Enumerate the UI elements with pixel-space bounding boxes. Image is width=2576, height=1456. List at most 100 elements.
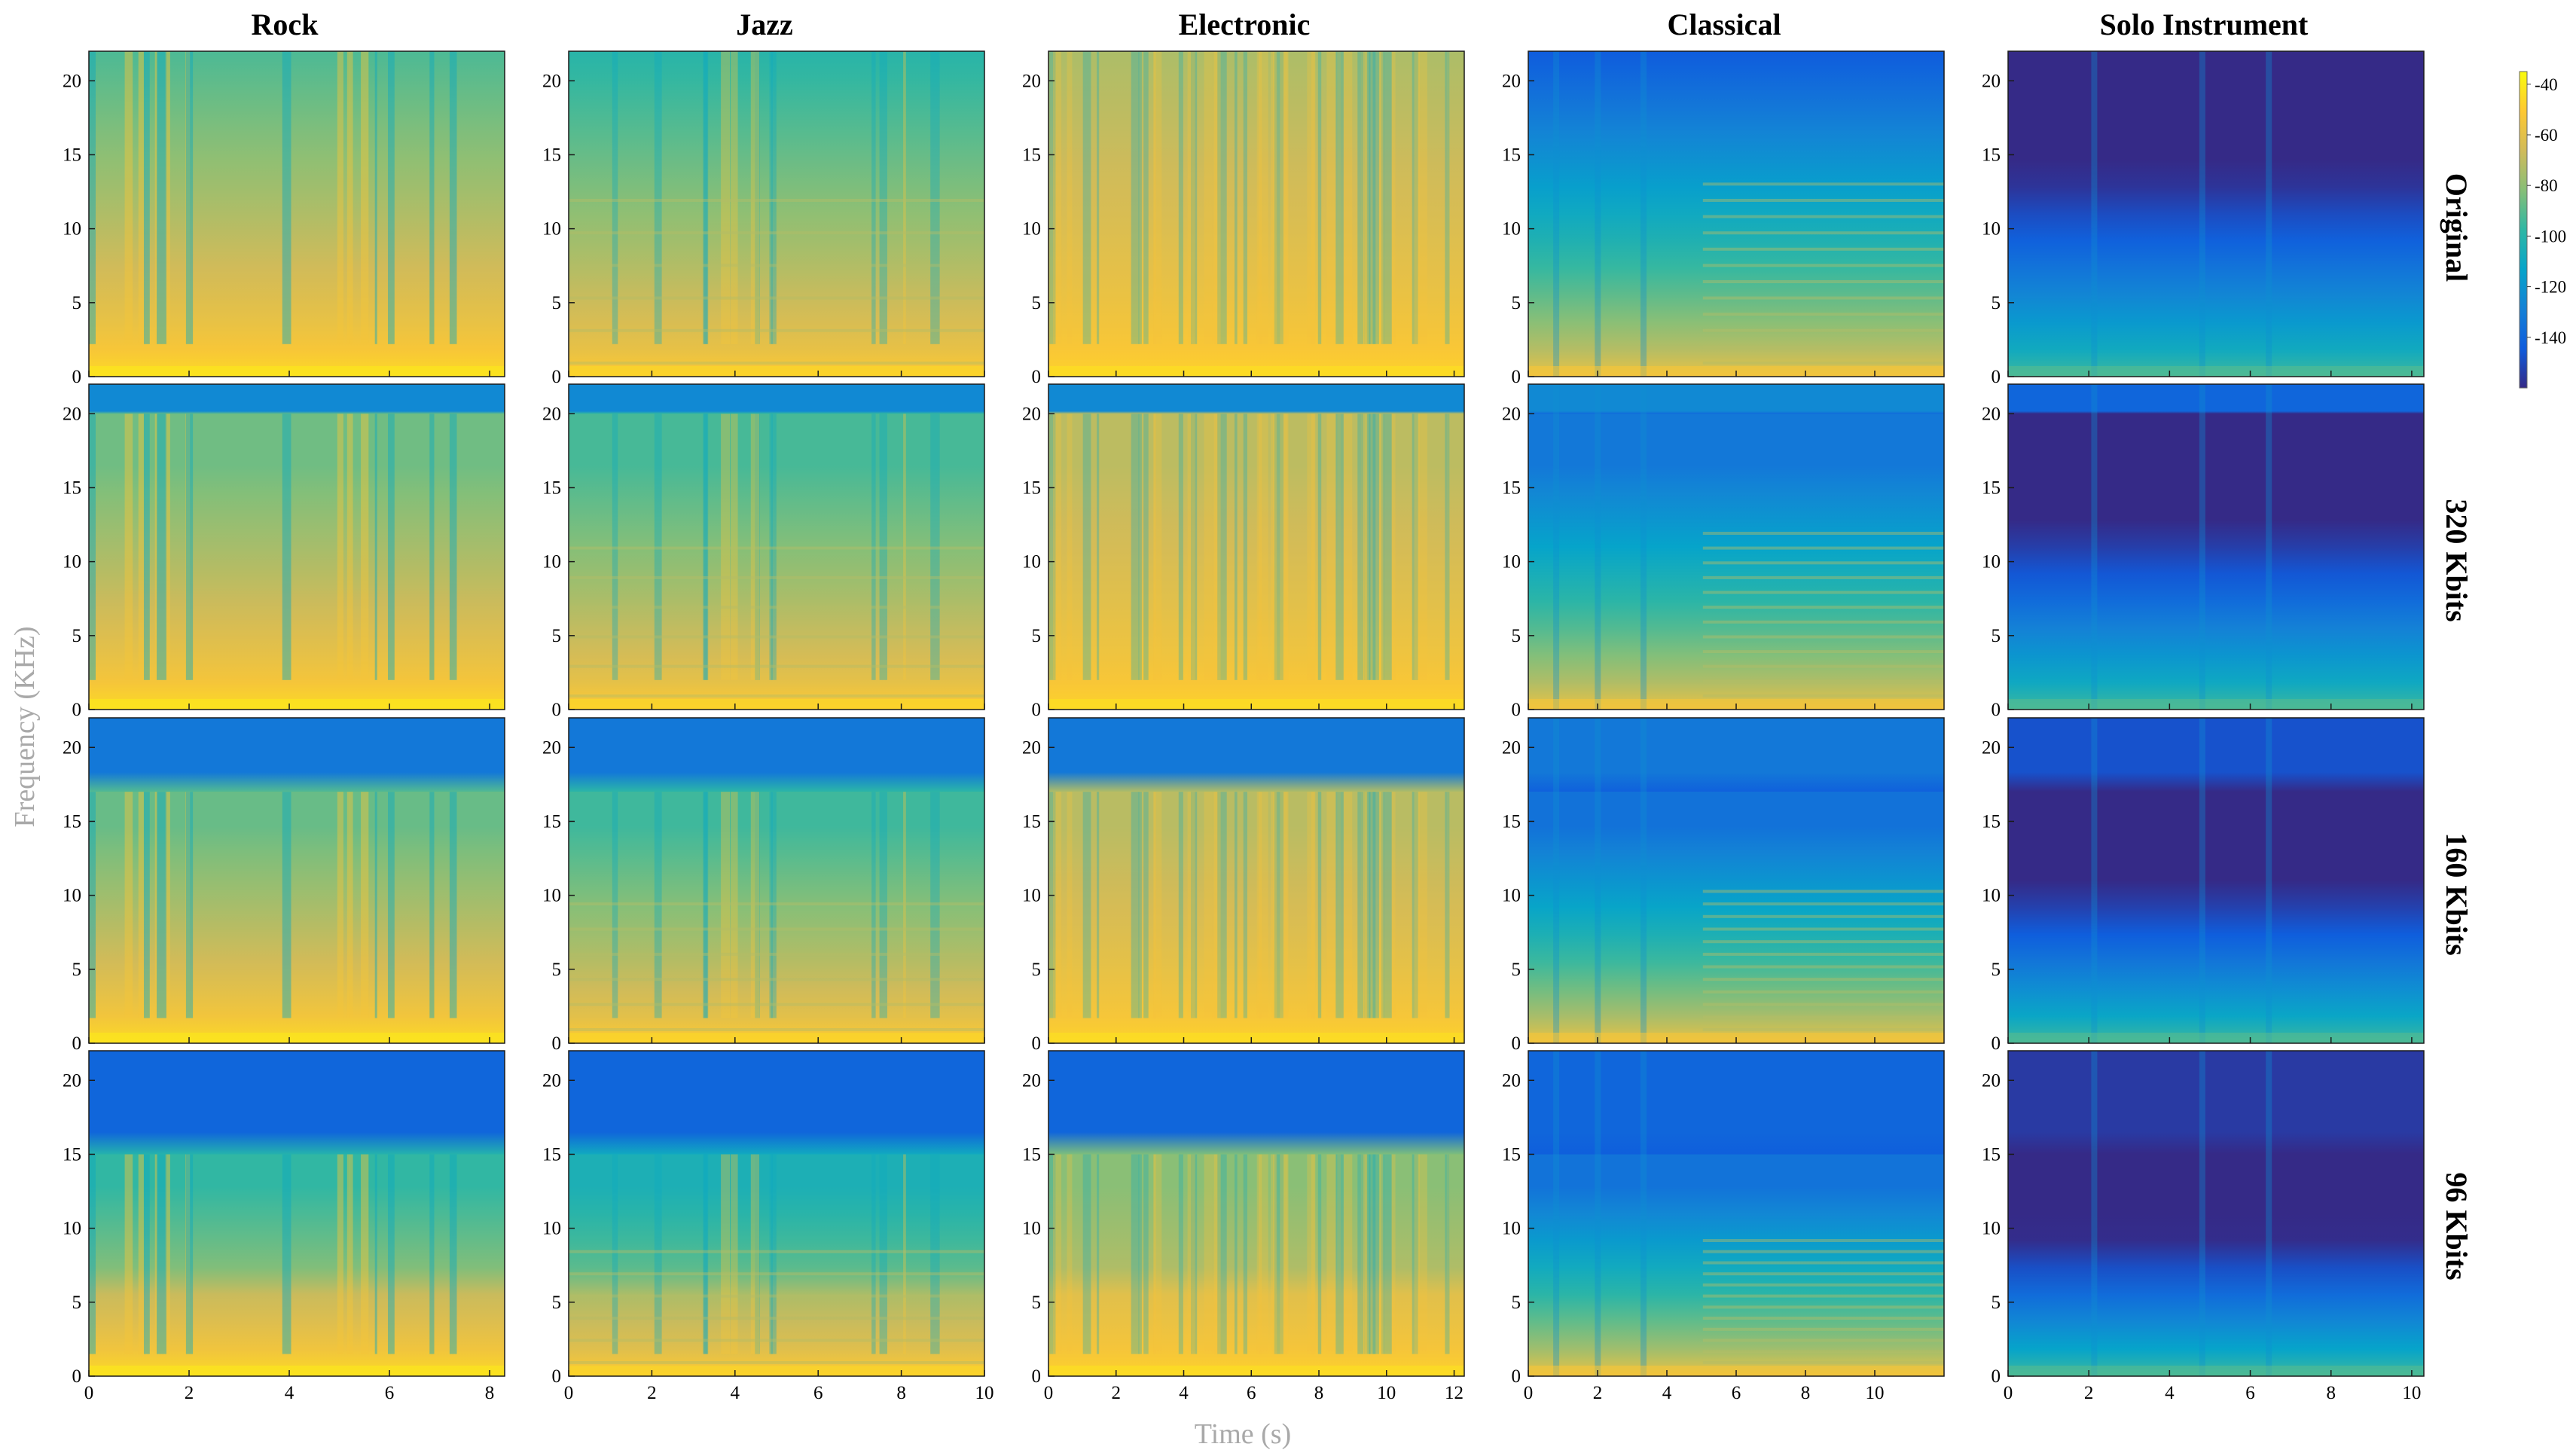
y-tick-label: 20	[542, 71, 561, 91]
panel-frame	[568, 1050, 985, 1377]
panel-frame	[88, 1050, 505, 1377]
spectrogram-image	[569, 1051, 984, 1376]
colorbar-tick-label: -120	[2535, 278, 2566, 297]
y-tick-label: 0	[72, 700, 82, 720]
y-tick-label: 5	[1512, 960, 1521, 980]
spectrogram-texture	[569, 792, 984, 1043]
colorbar-tick-label: -40	[2535, 75, 2558, 94]
panel-solo-instrument-320-kbits: 0 5 10 15 20	[1982, 383, 2425, 720]
y-tick-label: 15	[1502, 145, 1521, 165]
x-axis-label: Time (s)	[1195, 1418, 1291, 1450]
spectrogram-texture	[89, 414, 505, 710]
y-tick-label: 0	[552, 367, 562, 387]
y-tick-label: 5	[552, 960, 562, 980]
y-tick-label: 10	[63, 552, 81, 572]
panel-jazz-original: 0 5 10 15 20	[542, 50, 985, 387]
y-tick-label: 5	[1992, 960, 2001, 980]
x-tick-label: 6	[385, 1383, 395, 1403]
x-tick-label: 2	[2084, 1383, 2094, 1403]
column-title-solo-instrument: Solo Instrument	[2100, 8, 2309, 41]
x-axis-ticks	[1048, 1037, 1455, 1043]
x-axis-ticks	[88, 1037, 490, 1043]
y-tick-label: 0	[1512, 700, 1521, 720]
y-axis-ticks: 0 5 10 15 20	[1982, 71, 2014, 387]
spectrogram-texture	[1048, 792, 1464, 1043]
spectrogram-texture	[89, 51, 505, 377]
panel-rock-96-kbits: 0 5 10 15 20 0 2 4 6 8	[63, 1050, 505, 1403]
y-tick-label: 20	[1022, 737, 1041, 758]
x-tick-label: 10	[2402, 1383, 2421, 1403]
y-tick-label: 10	[1022, 219, 1041, 240]
y-tick-label: 10	[1502, 886, 1521, 906]
y-tick-label: 0	[1032, 367, 1042, 387]
y-tick-label: 10	[63, 886, 81, 906]
y-tick-label: 0	[1992, 700, 2001, 720]
y-axis-ticks: 0 5 10 15 20	[1982, 737, 2014, 1054]
y-tick-label: 10	[63, 219, 81, 240]
y-tick-label: 0	[552, 700, 562, 720]
spectrogram-texture	[1528, 1051, 1944, 1376]
y-tick-label: 20	[542, 404, 561, 424]
y-tick-label: 0	[1992, 1033, 2001, 1054]
y-tick-label: 20	[63, 71, 81, 91]
y-tick-label: 15	[1982, 811, 2001, 832]
row-label-original: Original	[2440, 173, 2474, 282]
y-tick-label: 15	[1022, 1144, 1041, 1164]
y-tick-label: 15	[1502, 811, 1521, 832]
y-tick-label: 20	[542, 737, 561, 758]
panel-electronic-160-kbits: 0 5 10 15 20	[1022, 717, 1465, 1054]
y-tick-label: 5	[1512, 293, 1521, 313]
y-tick-label: 0	[552, 1366, 562, 1387]
y-tick-label: 20	[1982, 737, 2001, 758]
y-tick-label: 20	[1982, 404, 2001, 424]
y-tick-label: 15	[542, 811, 561, 832]
spectrogram-texture	[89, 1154, 505, 1376]
y-tick-label: 15	[542, 478, 561, 498]
x-axis-ticks	[568, 704, 985, 710]
x-tick-label: 10	[1377, 1383, 1396, 1403]
x-axis-ticks	[568, 371, 985, 377]
y-tick-label: 0	[1032, 700, 1042, 720]
spectrogram-image	[1528, 384, 1944, 710]
y-tick-label: 15	[1982, 478, 2001, 498]
y-tick-label: 15	[1022, 478, 1041, 498]
y-tick-label: 15	[542, 145, 561, 165]
panel-frame	[2007, 383, 2425, 710]
panel-frame	[1048, 717, 1465, 1044]
x-axis-ticks	[88, 371, 490, 377]
spectrogram-image	[1048, 1051, 1464, 1376]
x-tick-label: 6	[2245, 1383, 2255, 1403]
y-tick-label: 0	[1032, 1366, 1042, 1387]
y-tick-label: 20	[542, 1070, 561, 1091]
x-tick-label: 2	[647, 1383, 657, 1403]
x-axis-ticks	[1528, 704, 1876, 710]
y-tick-label: 0	[72, 1366, 82, 1387]
colorbar-tick-label: -100	[2535, 227, 2566, 246]
x-tick-label: 4	[731, 1383, 740, 1403]
y-tick-label: 15	[1502, 1144, 1521, 1164]
x-tick-label: 0	[1044, 1383, 1054, 1403]
panel-frame	[88, 717, 505, 1044]
panel-electronic-original: 0 5 10 15 20	[1022, 50, 1465, 387]
y-tick-label: 20	[1982, 1070, 2001, 1091]
panel-classical-original: 0 5 10 15 20	[1502, 50, 1945, 387]
y-axis-ticks: 0 5 10 15 20	[542, 1070, 575, 1387]
panel-frame	[568, 50, 985, 377]
panel-frame	[1048, 50, 1465, 377]
y-tick-label: 5	[1512, 626, 1521, 646]
y-tick-label: 10	[1502, 552, 1521, 572]
y-tick-label: 20	[1502, 71, 1521, 91]
y-axis-ticks: 0 5 10 15 20	[63, 71, 95, 387]
x-tick-label: 10	[975, 1383, 994, 1403]
y-tick-label: 5	[72, 960, 82, 980]
panel-rock-320-kbits: 0 5 10 15 20	[63, 383, 505, 720]
x-axis-ticks	[1528, 1037, 1876, 1043]
spectrogram-texture	[1048, 1154, 1464, 1376]
x-tick-label: 8	[485, 1383, 495, 1403]
panel-frame	[2007, 50, 2425, 377]
x-tick-label: 2	[1112, 1383, 1122, 1403]
x-axis-ticks: 0 2 4 6 8 10	[2004, 1370, 2421, 1403]
y-axis-ticks: 0 5 10 15 20	[1502, 71, 1534, 387]
y-tick-label: 20	[63, 737, 81, 758]
